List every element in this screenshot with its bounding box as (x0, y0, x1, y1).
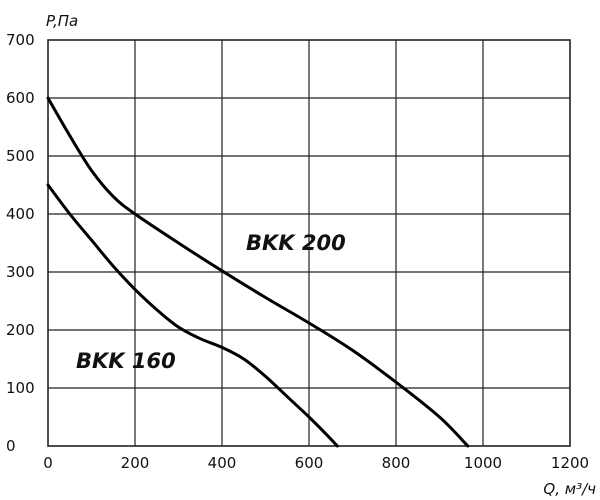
grid (48, 40, 570, 446)
tick-labels: 0 200 400 600 800 1000 1200 0 100 200 300 400 500 600… (6, 31, 589, 472)
x-tick-label: 1000 (464, 454, 502, 472)
y-axis-title: P,Па (46, 12, 78, 30)
x-tick-label: 200 (121, 454, 150, 472)
y-tick-label: 500 (6, 147, 35, 165)
series-line-bkk-200 (46, 96, 470, 448)
x-tick-label: 800 (382, 454, 411, 472)
series-line-bkk-160 (46, 183, 339, 448)
x-tick-label: 0 (43, 454, 53, 472)
curves (46, 96, 470, 448)
y-tick-label: 200 (6, 321, 35, 339)
x-tick-label: 400 (208, 454, 237, 472)
x-tick-label: 1200 (551, 454, 589, 472)
x-tick-label: 600 (295, 454, 324, 472)
x-axis-title: Q, м³/ч (543, 480, 596, 498)
y-tick-label: 700 (6, 31, 35, 49)
series-label-bkk-160: BKK 160 (76, 349, 176, 373)
y-tick-label: 600 (6, 89, 35, 107)
y-tick-label: 300 (6, 263, 35, 281)
y-tick-label: 0 (6, 437, 16, 455)
y-tick-label: 400 (6, 205, 35, 223)
y-tick-label: 100 (6, 379, 35, 397)
series-label-bkk-200: BKK 200 (246, 231, 346, 255)
plot-frame (47, 39, 571, 447)
